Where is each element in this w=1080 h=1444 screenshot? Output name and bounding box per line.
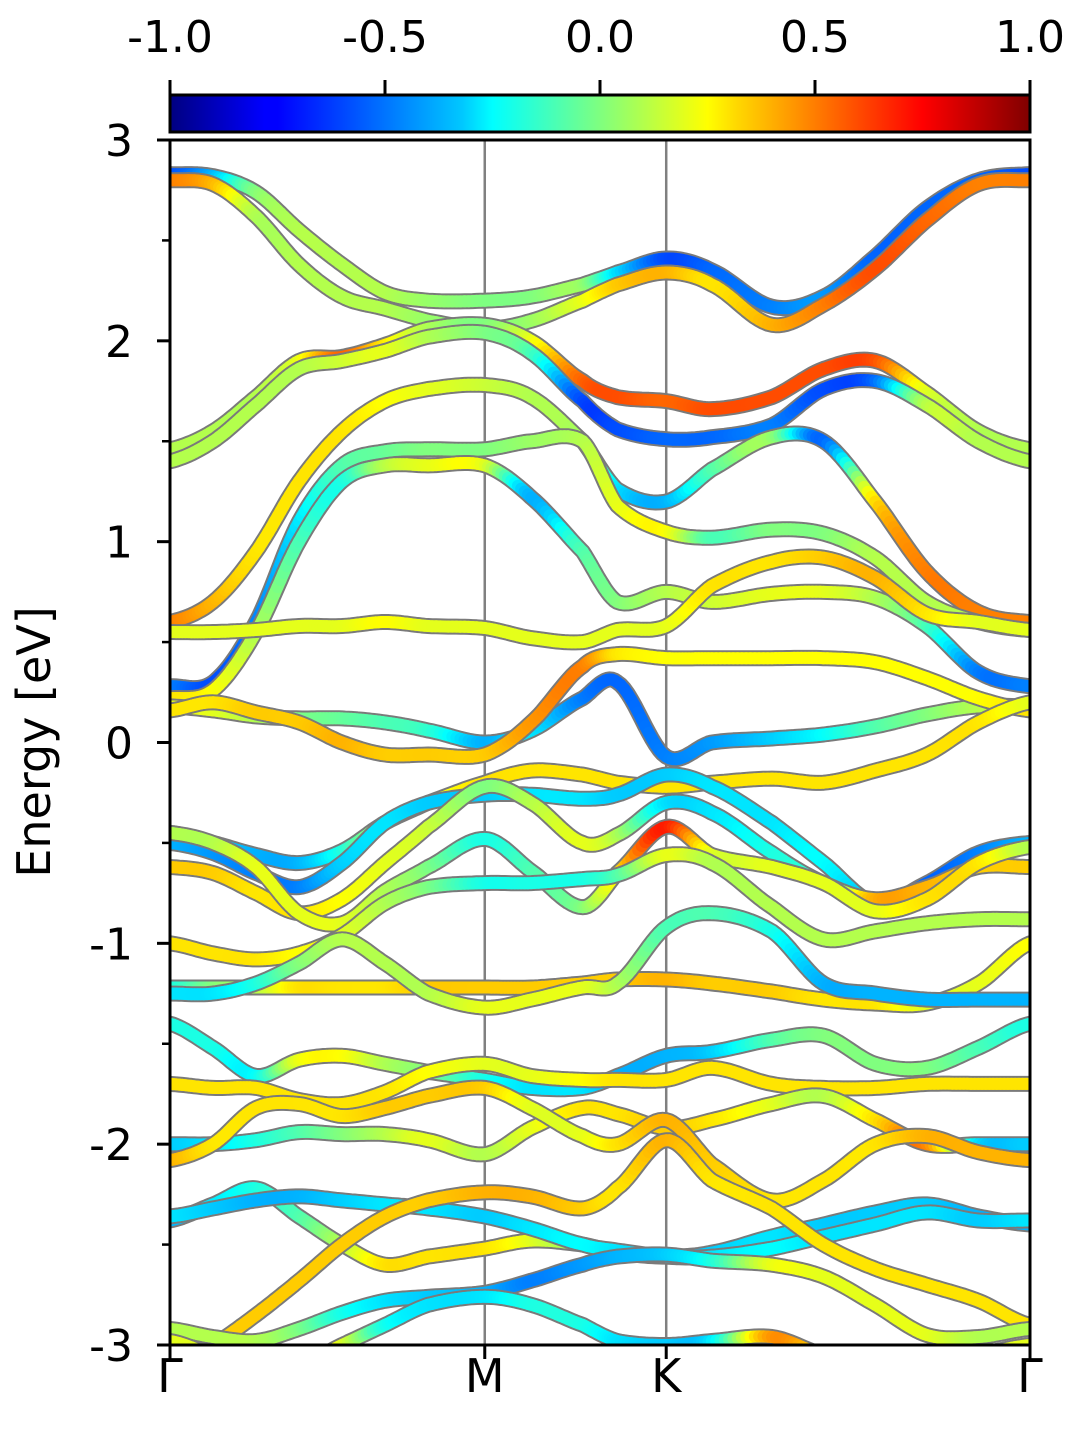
colorbar: -1.0 -0.5 0.0 0.5 1.0 [127, 12, 1065, 132]
plot-background [170, 140, 1030, 1345]
colorbar-tick-label-3: 0.5 [780, 12, 850, 63]
colorbar-tick-label-1: -0.5 [342, 12, 428, 63]
colorbar-tick-label-4: 1.0 [995, 12, 1065, 63]
colorbar-ticks: -1.0 -0.5 0.0 0.5 1.0 [127, 12, 1065, 95]
colorbar-tick-label-0: -1.0 [127, 12, 213, 63]
colorbar-gradient [170, 95, 1030, 132]
colorbar-tick-label-2: 0.0 [565, 12, 635, 63]
